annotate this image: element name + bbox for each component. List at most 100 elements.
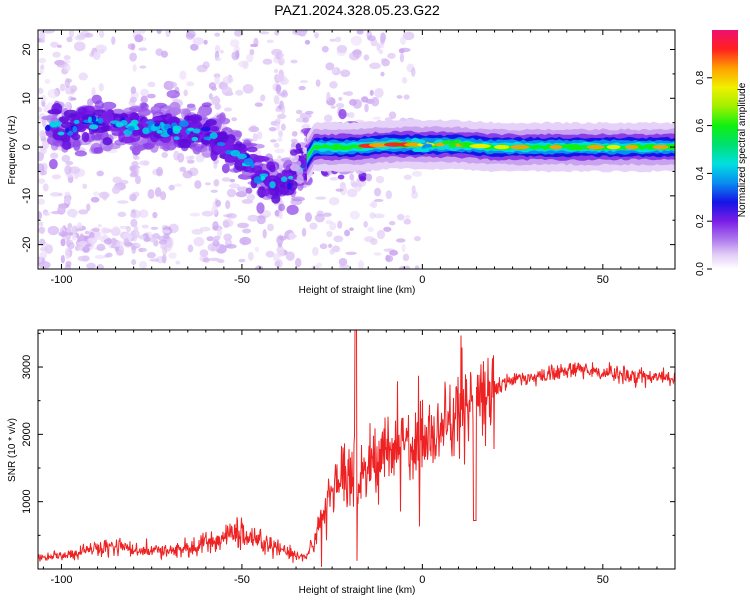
spectral-blob bbox=[280, 186, 295, 196]
spectral-blob bbox=[254, 102, 263, 107]
spectral-hotspot bbox=[154, 123, 160, 127]
spectral-hotspot bbox=[200, 126, 211, 132]
spectral-blob bbox=[259, 31, 270, 35]
spectral-blob bbox=[47, 88, 59, 99]
spectral-blob bbox=[74, 35, 86, 41]
spectral-blob bbox=[139, 65, 147, 69]
spectral-blob bbox=[132, 64, 137, 72]
spectral-blob bbox=[214, 32, 221, 37]
spectral-blob bbox=[98, 191, 110, 199]
spectral-blob bbox=[351, 182, 358, 188]
spectral-blob bbox=[44, 78, 51, 84]
spectral-blob bbox=[249, 43, 259, 48]
spectral-blob bbox=[275, 118, 281, 124]
spectral-blob bbox=[179, 70, 187, 80]
snr-series-line bbox=[38, 330, 675, 567]
spectral-blob bbox=[64, 249, 71, 260]
spectral-hotspot bbox=[179, 120, 189, 128]
spectral-blob bbox=[345, 251, 357, 256]
spectral-blob bbox=[403, 218, 412, 225]
spectral-blob bbox=[322, 212, 332, 217]
spectral-blob bbox=[213, 235, 221, 241]
spectral-blob bbox=[42, 30, 55, 34]
spectral-blob bbox=[221, 177, 231, 182]
spectral-hotspot bbox=[192, 128, 201, 134]
spectral-hotspot bbox=[243, 158, 254, 166]
spectral-blob bbox=[63, 235, 71, 241]
spectral-blob bbox=[374, 198, 384, 202]
spectral-blob bbox=[242, 60, 249, 70]
spectral-hotspot bbox=[127, 125, 135, 132]
spectral-blob bbox=[150, 226, 159, 230]
spectral-hotspot bbox=[156, 129, 164, 134]
band-hotspot bbox=[510, 144, 530, 150]
spectral-blob bbox=[78, 240, 88, 246]
spectral-blob bbox=[246, 53, 254, 63]
spectral-blob bbox=[179, 166, 187, 173]
spectral-blob bbox=[41, 257, 46, 265]
spectral-blob bbox=[67, 222, 73, 230]
spectral-blob bbox=[41, 94, 46, 103]
spectral-blob bbox=[275, 84, 282, 93]
spectral-blob bbox=[319, 243, 328, 250]
spectral-blob bbox=[302, 146, 307, 153]
colorbar-gradient bbox=[712, 30, 738, 269]
spectrogram-x-axis: -100 -50 0 50 bbox=[42, 30, 676, 286]
spectral-blob bbox=[110, 237, 118, 246]
spectral-blob bbox=[84, 230, 90, 235]
snr-panel: -100 -50 0 50 1000 2000 3000 Height of straig… bbox=[7, 329, 676, 596]
spectral-blob bbox=[38, 221, 44, 227]
spectral-blob bbox=[217, 227, 222, 238]
spectral-blob bbox=[71, 225, 79, 235]
spectral-blob bbox=[278, 209, 283, 220]
spectral-blob bbox=[288, 232, 296, 240]
snr-y-label: SNR (10 * v/v) bbox=[7, 418, 18, 482]
spectral-blob bbox=[84, 32, 94, 38]
spectral-blob bbox=[187, 244, 194, 253]
spectral-blob bbox=[309, 222, 318, 230]
y-tick-label: 0 bbox=[21, 144, 33, 150]
spectral-blob bbox=[304, 39, 311, 45]
spectral-blob bbox=[50, 41, 59, 48]
spectral-blob bbox=[403, 94, 410, 100]
spectral-blob bbox=[100, 227, 108, 235]
spectral-blob bbox=[238, 146, 248, 153]
spectral-blob bbox=[226, 213, 237, 219]
spectral-blob bbox=[93, 134, 105, 141]
spectral-blob bbox=[192, 37, 204, 45]
spectral-blob bbox=[123, 238, 130, 246]
band-hotspot bbox=[411, 148, 424, 153]
spectral-blob bbox=[39, 30, 46, 41]
spectral-blob bbox=[247, 251, 254, 261]
spectral-blob bbox=[229, 178, 236, 183]
spectral-hotspot bbox=[89, 124, 99, 130]
spectral-blob bbox=[315, 196, 327, 200]
spectral-blob bbox=[204, 182, 212, 186]
spectral-blob bbox=[276, 259, 283, 268]
spectral-blob bbox=[162, 234, 170, 239]
spectral-blob bbox=[229, 39, 240, 48]
spectral-blob bbox=[50, 210, 63, 215]
spectral-blob bbox=[82, 183, 88, 190]
spectral-blob bbox=[326, 230, 333, 238]
spectral-blob bbox=[387, 52, 396, 59]
spectral-blob bbox=[371, 200, 378, 209]
spectral-blob bbox=[337, 220, 343, 229]
spectral-blob bbox=[186, 81, 195, 87]
spectral-blob bbox=[311, 265, 320, 269]
snr-frame bbox=[37, 329, 676, 570]
spectral-blob bbox=[219, 49, 224, 54]
spectral-blob bbox=[199, 249, 209, 258]
spectral-blob bbox=[60, 238, 66, 247]
spectral-blob bbox=[138, 30, 146, 35]
spectral-blob bbox=[103, 145, 112, 152]
spectral-blob bbox=[291, 196, 305, 202]
spectral-blob bbox=[39, 251, 47, 259]
spectral-blob bbox=[78, 72, 88, 81]
spectral-blob bbox=[38, 178, 46, 184]
spectral-blob bbox=[166, 89, 180, 99]
spectral-blob bbox=[280, 123, 286, 131]
colorbar-tick-label: 0.8 bbox=[695, 70, 706, 84]
spectral-blob bbox=[130, 170, 139, 177]
spectral-blob bbox=[156, 166, 164, 177]
